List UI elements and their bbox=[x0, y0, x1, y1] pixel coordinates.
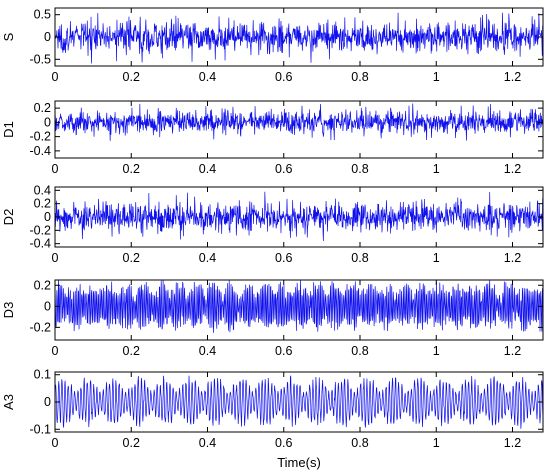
x-tick-label: 0.6 bbox=[275, 162, 292, 176]
y-tick-label: -0.2 bbox=[29, 223, 51, 237]
y-tick-label: 0 bbox=[44, 210, 51, 224]
x-tick-label: 0 bbox=[52, 436, 59, 450]
x-tick-label: 0.8 bbox=[351, 162, 368, 176]
y-tick-label: -0.4 bbox=[29, 237, 51, 251]
panel-d3: 0 0.2 0.4 0.6 0.8 1 1.2-0.200.2D3 bbox=[1, 278, 544, 358]
x-tick-label: 0.6 bbox=[275, 344, 292, 358]
y-axis-label: D2 bbox=[1, 209, 16, 226]
x-tick-label: 0.8 bbox=[351, 251, 368, 265]
x-tick-label: 1 bbox=[433, 251, 440, 265]
y-axis-label: S bbox=[1, 32, 16, 41]
x-tick-label: 0.4 bbox=[199, 344, 216, 358]
y-tick-label: 0 bbox=[44, 299, 51, 313]
panel-s: 0 0.2 0.4 0.6 0.8 1 1.2-0.500.5S bbox=[1, 7, 544, 84]
x-tick-label: 0.2 bbox=[123, 251, 140, 265]
x-axis-label: Time(s) bbox=[277, 455, 321, 470]
signal-line-a3 bbox=[55, 375, 543, 429]
x-tick-label: 0 bbox=[52, 70, 59, 84]
x-tick-label: 1 bbox=[433, 344, 440, 358]
x-tick-label: 0.8 bbox=[351, 436, 368, 450]
x-tick-label: 0.8 bbox=[351, 70, 368, 84]
y-tick-label: -0.5 bbox=[29, 52, 51, 66]
y-axis-label: D3 bbox=[1, 302, 16, 319]
y-tick-label: -0.2 bbox=[29, 320, 51, 334]
x-tick-label: 1 bbox=[433, 162, 440, 176]
x-tick-label: 0.4 bbox=[199, 436, 216, 450]
x-tick-label: 0.4 bbox=[199, 162, 216, 176]
x-tick-label: 0.6 bbox=[275, 70, 292, 84]
y-tick-label: -0.2 bbox=[29, 130, 51, 144]
x-tick-label: 0.2 bbox=[123, 70, 140, 84]
panel-d1: 0 0.2 0.4 0.6 0.8 1 1.2-0.4-0.200.2D1 bbox=[1, 100, 544, 176]
y-tick-label: 0 bbox=[44, 30, 51, 44]
x-tick-label: 0 bbox=[52, 162, 59, 176]
signal-line-s bbox=[55, 12, 543, 64]
x-tick-label: 0.2 bbox=[123, 344, 140, 358]
x-tick-label: 0.6 bbox=[275, 251, 292, 265]
x-tick-label: 1.2 bbox=[504, 162, 521, 176]
y-tick-label: 0.4 bbox=[34, 183, 51, 197]
x-tick-label: 0.2 bbox=[123, 436, 140, 450]
y-tick-label: 0.2 bbox=[34, 278, 51, 292]
x-tick-label: 0.2 bbox=[123, 162, 140, 176]
y-tick-label: 0.2 bbox=[34, 197, 51, 211]
x-tick-label: 0 bbox=[52, 251, 59, 265]
y-tick-label: 0.1 bbox=[34, 368, 51, 382]
signal-line-d2 bbox=[55, 191, 543, 241]
y-axis-label: D1 bbox=[1, 121, 16, 138]
y-tick-label: 0.5 bbox=[34, 8, 51, 22]
x-tick-label: 0.4 bbox=[199, 70, 216, 84]
y-tick-label: 0 bbox=[44, 115, 51, 129]
axes-box bbox=[54, 100, 544, 159]
y-tick-label: 0 bbox=[44, 395, 51, 409]
y-tick-label: -0.4 bbox=[29, 144, 51, 158]
signal-line-d3 bbox=[55, 280, 543, 333]
x-tick-label: 1.2 bbox=[504, 344, 521, 358]
x-tick-label: 1 bbox=[433, 436, 440, 450]
y-tick-label: -0.1 bbox=[29, 422, 51, 436]
signal-line-d1 bbox=[55, 103, 543, 141]
x-tick-label: 1.2 bbox=[504, 436, 521, 450]
x-tick-label: 0.8 bbox=[351, 344, 368, 358]
x-tick-label: 1.2 bbox=[504, 70, 521, 84]
panel-d2: 0 0.2 0.4 0.6 0.8 1 1.2-0.4-0.200.20.4D2 bbox=[1, 183, 544, 265]
y-tick-label: 0.2 bbox=[34, 101, 51, 115]
y-axis-label: A3 bbox=[1, 394, 16, 410]
x-tick-label: 0.6 bbox=[275, 436, 292, 450]
x-tick-label: 0.4 bbox=[199, 251, 216, 265]
axes-box bbox=[54, 279, 544, 341]
x-tick-label: 1 bbox=[433, 70, 440, 84]
x-tick-label: 1.2 bbox=[504, 251, 521, 265]
x-tick-label: 0 bbox=[52, 344, 59, 358]
